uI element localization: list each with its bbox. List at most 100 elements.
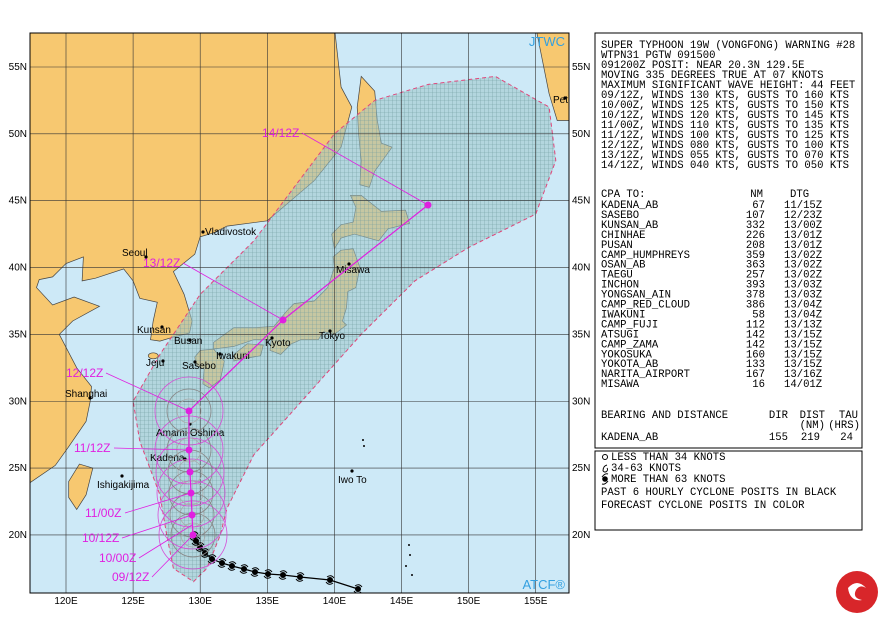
legend-symbol-typhoon (602, 476, 608, 482)
past-posit (241, 566, 247, 572)
place-dot (328, 329, 332, 333)
warning-line: 10/12Z, WINDS 120 KTS, GUSTS TO 145 KTS (601, 110, 849, 122)
forecast-leader (301, 132, 429, 206)
place-dot (188, 338, 192, 342)
cpa-name: NARITA_AIRPORT (601, 369, 690, 381)
place-label: Pet (553, 95, 568, 106)
place-label: Iwakuni (216, 351, 250, 362)
past-posit (355, 586, 361, 592)
longitude-label: 155E (524, 596, 548, 607)
place-label: Vladivostok (205, 227, 257, 238)
past-posit-tail (250, 567, 260, 577)
cpa-name: PUSAN (601, 240, 633, 252)
cpa-dtg: 13/04Z (784, 300, 822, 312)
cpa-nm: 378 (746, 290, 765, 302)
cpa-name: CHINHAE (601, 230, 646, 242)
cpa-dtg: 13/01Z (784, 240, 822, 252)
legend-symbol-typhoon-tail (601, 473, 609, 485)
cpa-name: IWAKUNI (601, 309, 646, 321)
map-frame (29, 32, 570, 594)
cpa-name: INCHON (601, 280, 639, 292)
longitude-label: 140E (323, 596, 347, 607)
warning-line: 10/00Z, WINDS 125 KTS, GUSTS TO 150 KTS (601, 100, 849, 112)
latitude-label: 35N (572, 329, 590, 340)
place-label: Busan (174, 336, 202, 347)
cpa-name: MISAWA (601, 379, 640, 391)
logo-swirl (848, 583, 866, 601)
wind-swath (132, 75, 557, 583)
forecast-label: 11/00Z (85, 506, 121, 520)
longitude-label: 135E (256, 596, 280, 607)
cpa-dtg: 13/03Z (784, 280, 822, 292)
past-posit-tail (325, 575, 335, 585)
longitude-label: 120E (54, 596, 78, 607)
cpa-dtg: 12/23Z (784, 210, 822, 222)
past-posit-tail (278, 570, 288, 580)
bearing-subheader: (NM) (800, 420, 825, 432)
cpa-nm: 208 (746, 240, 765, 252)
forecast-label: 10/00Z (99, 551, 136, 565)
place-label: Seoul (122, 248, 148, 259)
cpa-nm: 133 (746, 359, 765, 371)
place-dot (120, 474, 124, 478)
cpa-nm: 167 (746, 369, 765, 381)
cpa-dtg: 13/04Z (784, 309, 822, 321)
cpa-dtg: 11/15Z (784, 200, 822, 212)
latitude-label: 50N (572, 129, 590, 140)
island (405, 565, 407, 567)
latitude-label: 50N (9, 129, 27, 140)
cpa-dtg: 13/15Z (784, 349, 822, 361)
place-dot (563, 96, 567, 100)
cpa-nm: 257 (746, 270, 765, 282)
latitude-label: 20N (572, 530, 590, 541)
latitude-label: 55N (572, 62, 590, 73)
place-dot (350, 469, 354, 473)
past-posit-tail (239, 564, 249, 574)
place-dot (160, 325, 164, 329)
cpa-nm: 386 (746, 300, 765, 312)
cpa-nm: 142 (746, 329, 765, 341)
forecast-label: 10/12Z (82, 531, 119, 545)
latitude-label: 25N (9, 463, 27, 474)
cpa-dtg: 13/01Z (784, 230, 822, 242)
warning-line: MOVING 335 DEGREES TRUE AT 07 KNOTS (601, 70, 824, 82)
past-posit-tail (195, 542, 205, 552)
island (411, 574, 413, 576)
cpa-name: KADENA_AB (601, 200, 658, 212)
cpa-name: CAMP_HUMPHREYS (601, 250, 690, 262)
cpa-name: TAEGU (601, 270, 633, 282)
cpa-nm: 112 (746, 319, 765, 331)
cpa-dtg: 13/02Z (784, 250, 822, 262)
past-posit-tail (217, 558, 227, 568)
forecast-leader (124, 492, 192, 514)
warning-line: 14/12Z, WINDS 040 KTS, GUSTS TO 050 KTS (601, 160, 849, 172)
place-dot (144, 255, 148, 259)
island (409, 554, 411, 556)
jtwc-label: JTWC (529, 34, 565, 49)
place-label: Kunsan (137, 325, 171, 336)
legend-line: LESS THAN 34 KNOTS (611, 452, 725, 464)
cpa-nm: 332 (746, 220, 765, 232)
latitude-label: 20N (9, 530, 27, 541)
place-label: Amami Oshima (156, 428, 225, 439)
past-posit (219, 560, 225, 566)
legend-symbol-weak (602, 454, 608, 460)
forecast-track (188, 204, 429, 536)
warning-line: 12/12Z, WINDS 080 KTS, GUSTS TO 100 KTS (601, 140, 849, 152)
cpa-nm: 58 (752, 309, 765, 321)
cpa-dtg: 14/01Z (784, 379, 822, 391)
longitude-label: 130E (189, 596, 213, 607)
forecast-leader (138, 524, 193, 559)
cpa-dtg: 13/15Z (784, 359, 822, 371)
latitude-label: 45N (9, 196, 27, 207)
latitude-label: 40N (572, 263, 590, 274)
legend-panel (594, 450, 863, 531)
past-posit-tail (295, 572, 305, 582)
cpa-name: OSAN_AB (601, 260, 646, 272)
cpa-dtg: 13/15Z (784, 339, 822, 351)
place-dot (218, 352, 222, 356)
cpa-nm: 160 (746, 349, 765, 361)
cpa-dtg: 13/03Z (784, 290, 822, 302)
